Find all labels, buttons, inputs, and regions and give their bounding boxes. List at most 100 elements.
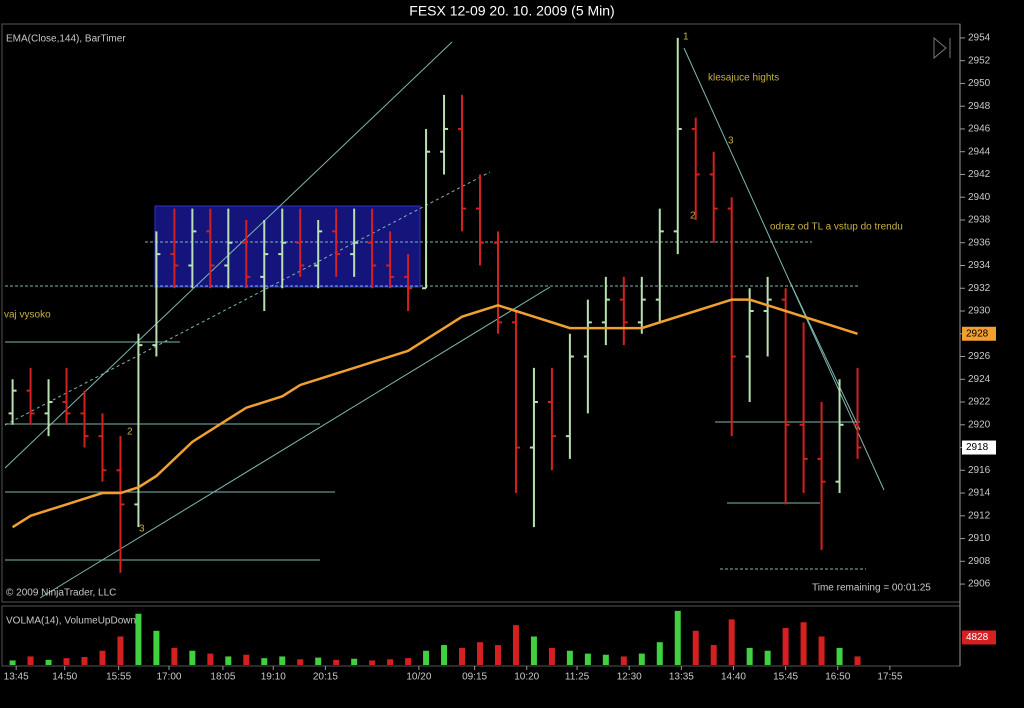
volume-bar — [710, 645, 717, 665]
volume-bar — [441, 645, 448, 665]
y-tick-label: 2932 — [968, 283, 991, 294]
x-tick-label: 17:00 — [156, 672, 181, 683]
ema-price-tag-label: 2928 — [966, 328, 989, 339]
volume-bar — [117, 636, 124, 665]
volume-bar — [171, 647, 178, 665]
volume-bar — [387, 659, 394, 665]
y-tick-label: 2948 — [968, 101, 991, 112]
volume-bar — [602, 654, 609, 665]
volume-bar — [494, 645, 501, 665]
volume-bar — [153, 630, 160, 665]
last-price-tag-label: 2918 — [966, 442, 989, 453]
y-tick-label: 2942 — [968, 169, 991, 180]
copyright: © 2009 NinjaTrader, LLC — [6, 588, 116, 599]
volume-bar — [261, 658, 268, 665]
volume-bar — [243, 654, 250, 665]
y-tick-label: 2952 — [968, 55, 991, 66]
volume-tag — [962, 630, 996, 645]
x-tick-label: 12:30 — [617, 672, 642, 683]
volume-bar — [279, 656, 286, 665]
y-tick-label: 2936 — [968, 237, 991, 248]
volume-bar — [315, 657, 322, 665]
annotation: 2 — [127, 427, 133, 438]
y-tick-label: 2922 — [968, 397, 991, 408]
volume-bar — [225, 656, 232, 665]
volume-bar — [764, 650, 771, 665]
volume-bar — [189, 650, 196, 665]
annotation: klesajuce hights — [708, 73, 779, 84]
volume-bar — [548, 647, 555, 665]
ema-line — [11, 298, 858, 529]
y-tick-label: 2944 — [968, 146, 991, 157]
volume-bar — [800, 622, 807, 665]
x-tick-label: 13:45 — [4, 672, 29, 683]
y-tick-label: 2934 — [968, 260, 991, 271]
volume-bar — [333, 659, 340, 665]
x-tick-label: 19:10 — [261, 672, 286, 683]
y-tick-label: 2930 — [968, 306, 991, 317]
volume-bar — [459, 647, 466, 665]
x-tick-label: 13:35 — [669, 672, 694, 683]
x-tick-label: 10:20 — [514, 672, 539, 683]
volume-bar — [351, 658, 358, 665]
y-tick-label: 2950 — [968, 78, 991, 89]
y-tick-label: 2906 — [968, 579, 991, 590]
volume-bar — [405, 658, 412, 665]
volume-bar — [692, 630, 699, 665]
x-tick-label: 16:50 — [825, 672, 850, 683]
volume-bar — [530, 636, 537, 665]
y-tick-label: 2940 — [968, 192, 991, 203]
indicator-label: EMA(Close,144), BarTimer — [6, 34, 126, 45]
play-icon[interactable] — [933, 36, 951, 60]
volume-bar — [728, 619, 735, 665]
annotation: 2 — [690, 211, 696, 222]
x-tick-label: 15:45 — [773, 672, 798, 683]
volume-bar — [584, 653, 591, 665]
volume-bar — [854, 656, 861, 665]
y-tick-label: 2910 — [968, 533, 991, 544]
volume-tag-label: 4828 — [966, 632, 989, 643]
annotation: vaj vysoko — [4, 310, 51, 321]
volume-bar — [674, 610, 681, 665]
volume-bar — [369, 660, 376, 665]
x-tick-label: 11:25 — [565, 672, 590, 683]
x-tick-label: 10/20 — [406, 672, 431, 683]
y-tick-label: 2920 — [968, 419, 991, 430]
x-tick-label: 09:15 — [462, 672, 487, 683]
x-tick-label: 20:15 — [313, 672, 338, 683]
y-tick-label: 2946 — [968, 124, 991, 135]
ema-price-tag — [962, 326, 996, 341]
chart-title: FESX 12-09 20. 10. 2009 (5 Min) — [409, 3, 614, 19]
volume-bar — [620, 656, 627, 665]
volume-bar — [9, 660, 16, 665]
volume-bar — [99, 650, 106, 665]
volume-bar — [477, 642, 483, 665]
volume-bar — [782, 627, 789, 665]
volume-bar — [207, 653, 214, 665]
volume-bar — [63, 658, 70, 665]
annotation: 3 — [139, 524, 145, 535]
volume-bar — [45, 659, 52, 665]
trend-line — [789, 281, 861, 431]
volume-bar — [297, 659, 304, 665]
y-tick-label: 2908 — [968, 556, 991, 567]
range-box — [154, 205, 421, 288]
y-tick-label: 2914 — [968, 488, 991, 499]
volume-bar — [566, 650, 573, 665]
y-tick-label: 2938 — [968, 215, 991, 226]
x-tick-label: 17:55 — [877, 672, 902, 683]
annotation: 1 — [683, 32, 689, 43]
volume-bar — [81, 657, 88, 665]
bar-timer: Time remaining = 00:01:25 — [812, 583, 931, 594]
y-tick-label: 2926 — [968, 351, 991, 362]
volume-bar — [27, 656, 34, 665]
volume-bar — [746, 647, 753, 665]
x-tick-label: 15:55 — [106, 672, 131, 683]
volume-bar — [135, 613, 142, 665]
trend-line — [683, 47, 885, 491]
x-tick-label: 18:05 — [210, 672, 235, 683]
trend-line — [39, 286, 551, 599]
x-tick-label: 14:50 — [52, 672, 77, 683]
